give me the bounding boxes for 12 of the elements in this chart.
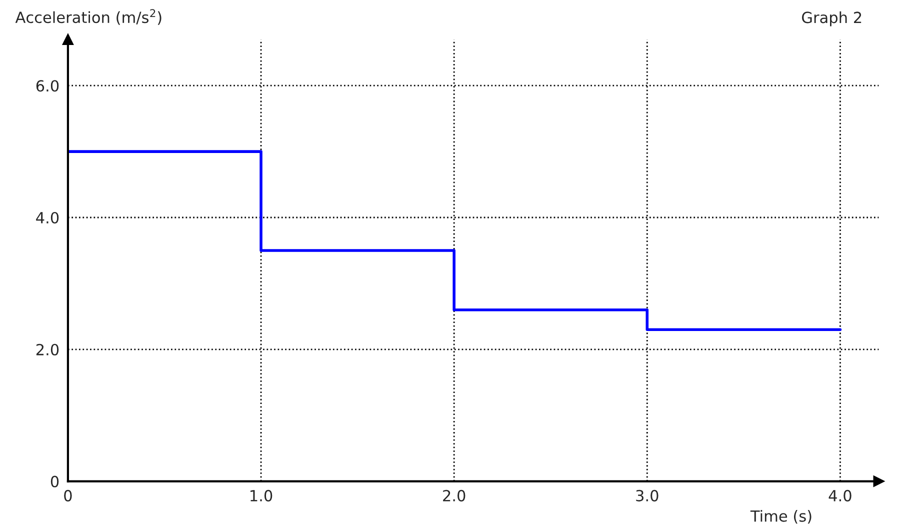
y-tick-label: 2.0	[36, 344, 59, 356]
x-tick-label: 3.0	[636, 490, 658, 502]
y-tick-label: 4.0	[36, 212, 59, 224]
x-tick-label: 2.0	[443, 490, 466, 502]
y-tick-label: 6.0	[36, 80, 59, 92]
y-tick-label: 0	[50, 476, 59, 488]
x-tick-label: 0	[64, 490, 72, 502]
x-axis-title: Time (s)	[750, 510, 812, 524]
x-tick-label: 4.0	[828, 490, 852, 502]
x-tick-label: 1.0	[250, 490, 272, 502]
y-axis-title: Acceleration (m/s$^{2}$)	[15, 9, 162, 25]
chart-title: Graph 2	[802, 11, 862, 26]
